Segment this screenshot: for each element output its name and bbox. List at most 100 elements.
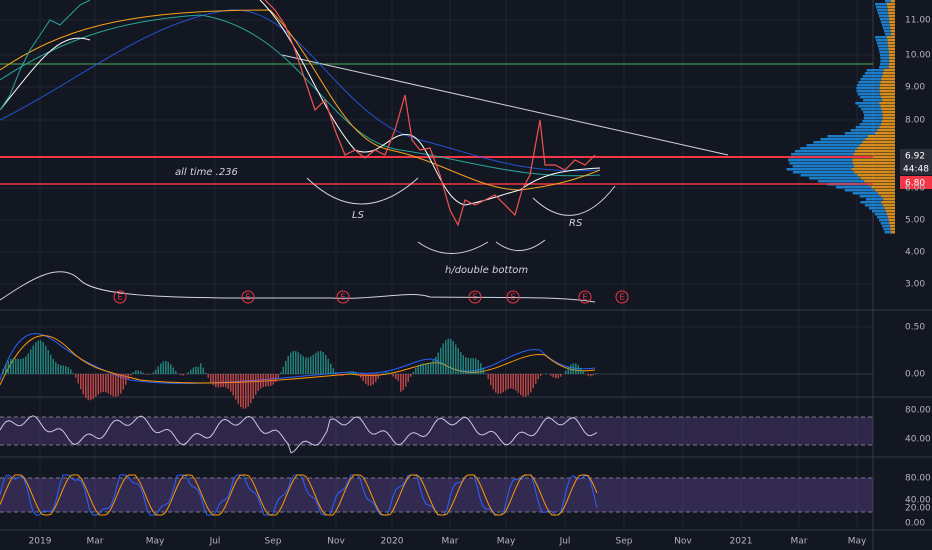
hist-bar	[457, 348, 459, 374]
hist-bar	[495, 374, 497, 393]
vp-bar	[813, 141, 863, 144]
vp-bar	[879, 63, 889, 66]
vp-bar	[865, 138, 895, 141]
hist-bar	[42, 342, 44, 374]
hist-bar	[25, 356, 27, 374]
hist-bar	[317, 351, 319, 374]
macd-axis-label: 0.50	[905, 323, 925, 333]
vp-bar	[874, 189, 895, 192]
time-axis-label: Mar	[442, 537, 459, 547]
vp-bar	[877, 129, 895, 132]
hist-bar	[50, 354, 52, 374]
hist-bar	[532, 374, 534, 389]
hist-bar	[520, 374, 522, 396]
hist-bar	[140, 371, 142, 374]
price-axis-label: 10.00	[905, 51, 931, 61]
hist-bar	[452, 341, 454, 374]
hist-bar	[462, 355, 464, 374]
hist-bar	[230, 374, 232, 392]
vp-bar	[882, 117, 895, 120]
hist-bar	[72, 372, 74, 374]
vp-bar	[863, 99, 883, 102]
hist-bar	[217, 374, 219, 388]
vp-bar	[876, 42, 888, 45]
hist-bar	[410, 374, 412, 377]
hist-bar	[315, 352, 317, 374]
pattern-arc	[532, 185, 616, 216]
hist-bar	[272, 374, 274, 385]
hist-bar	[287, 355, 289, 374]
hist-bar	[592, 374, 594, 376]
vp-bar	[881, 96, 895, 99]
hist-bar	[112, 374, 114, 397]
vp-bar	[792, 171, 855, 174]
time-axis-label: Nov	[327, 537, 345, 547]
vp-bar	[891, 0, 895, 3]
vp-bar	[818, 180, 865, 183]
hist-bar	[505, 374, 507, 391]
price-axis-label: 9.00	[905, 83, 925, 93]
vp-bar	[883, 198, 895, 201]
earnings-marker-label: E	[340, 293, 345, 302]
vp-bar	[792, 165, 855, 168]
hist-bar	[180, 374, 182, 376]
price-axis-label: 8.00	[905, 116, 925, 126]
vp-bar	[856, 87, 880, 90]
hist-bar	[47, 349, 49, 374]
hist-bar	[255, 374, 257, 395]
vp-bar	[809, 177, 861, 180]
vp-bar	[890, 27, 895, 30]
vp-bar	[881, 201, 895, 204]
hist-bar	[160, 363, 162, 374]
annotation: RS	[569, 218, 583, 229]
vp-bar	[887, 6, 895, 9]
hist-bar	[480, 363, 482, 374]
hist-bar	[492, 374, 494, 390]
vp-bar	[889, 222, 895, 225]
time-axis-label: May	[497, 537, 516, 547]
hist-bar	[27, 353, 29, 374]
earnings-marker	[578, 290, 592, 304]
vp-bar	[881, 120, 895, 123]
hist-bar	[62, 365, 64, 374]
vp-bar	[857, 174, 895, 177]
vp-bar	[852, 156, 895, 159]
hist-bar	[465, 357, 467, 374]
hist-bar	[75, 374, 77, 378]
hist-bar	[190, 369, 192, 374]
hist-bar	[35, 342, 37, 374]
hist-bar	[442, 343, 444, 374]
vp-bar	[879, 66, 889, 69]
vp-bar	[788, 159, 853, 162]
price-axis-label: 3.00	[905, 280, 925, 290]
vp-bar	[874, 36, 887, 39]
hist-bar	[227, 374, 229, 389]
hist-bar	[332, 368, 334, 374]
hist-bar	[450, 339, 452, 374]
vp-bar	[875, 39, 888, 42]
vp-bar	[888, 15, 895, 18]
vp-bar	[859, 195, 881, 198]
hist-bar	[95, 374, 97, 397]
vp-bar	[791, 153, 854, 156]
vp-bar	[863, 117, 883, 120]
vp-bar	[860, 201, 882, 204]
hist-bar	[447, 338, 449, 374]
macd-line	[0, 333, 596, 384]
hist-bar	[125, 374, 127, 385]
hist-bar	[260, 374, 262, 389]
hist-bar	[222, 374, 224, 388]
hist-bar	[327, 358, 329, 374]
vp-bar	[852, 162, 895, 165]
hist-bar	[142, 372, 144, 374]
time-axis-label: May	[146, 537, 165, 547]
earnings-marker-label: E	[245, 293, 250, 302]
vp-bar	[887, 39, 895, 42]
vp-bar	[888, 12, 895, 15]
price-axis-label: 5.00	[905, 216, 925, 226]
vp-bar	[888, 51, 895, 54]
hist-bar	[132, 372, 134, 374]
hist-bar	[97, 374, 99, 395]
hist-bar	[175, 370, 177, 374]
vp-bar	[879, 18, 889, 21]
